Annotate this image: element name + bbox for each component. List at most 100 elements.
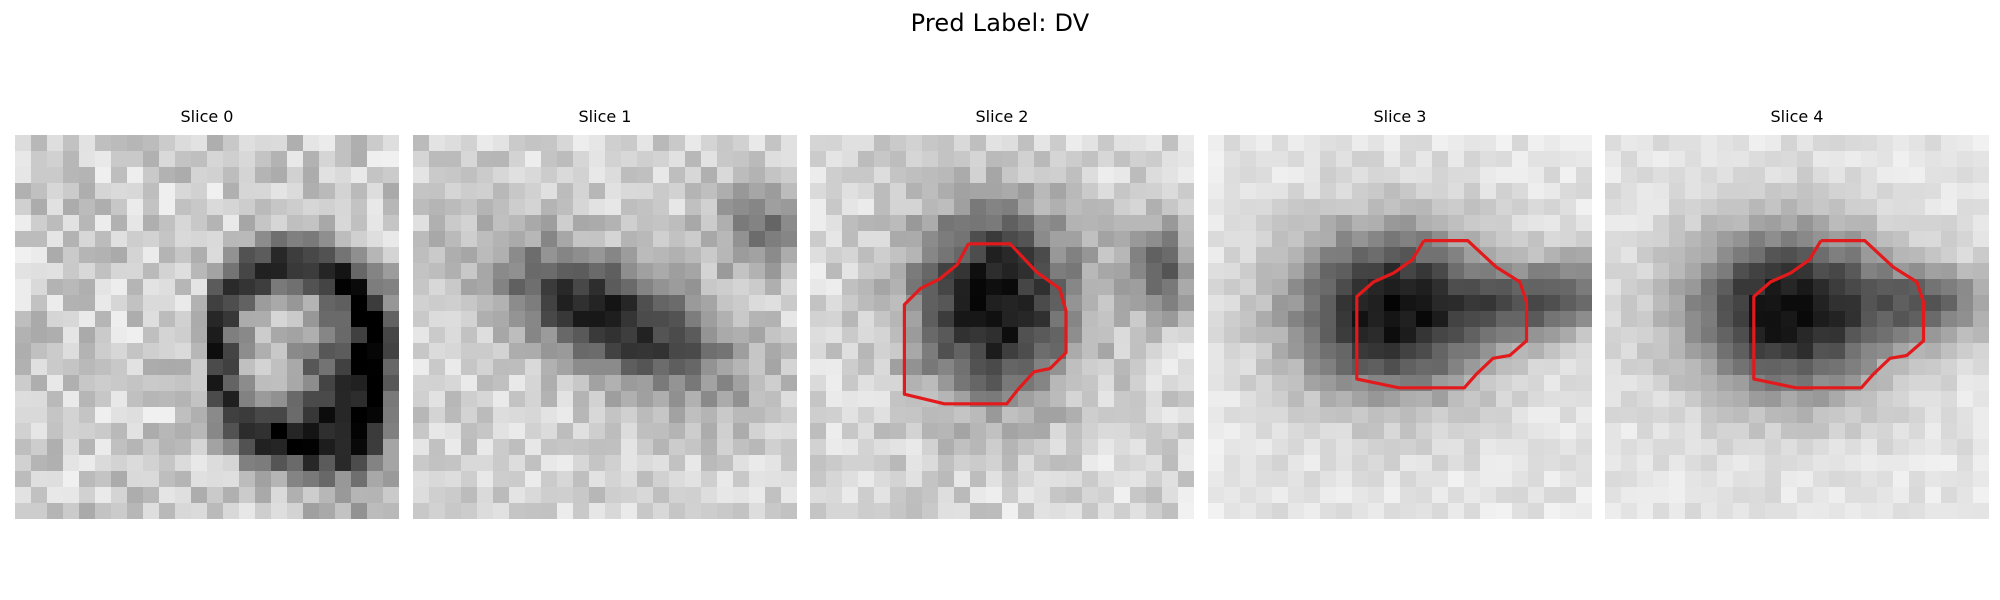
pixel [621,151,638,168]
pixel [1464,215,1481,232]
pixel [509,295,526,312]
pixel [1336,231,1353,248]
pixel [1528,279,1545,296]
pixel [653,311,670,328]
pixel [319,279,336,296]
pixel [1685,231,1702,248]
pixel [509,471,526,488]
pixel [1130,359,1147,376]
pixel [1162,439,1179,456]
pixel [874,199,891,216]
pixel [1368,199,1385,216]
pixel [223,183,240,200]
pixel [1432,199,1449,216]
pixel [159,439,176,456]
pixel [1288,151,1305,168]
pixel [1320,231,1337,248]
pixel [1701,503,1718,519]
pixel [781,407,797,424]
pixel [1653,151,1670,168]
pixel [525,343,542,360]
pixel [701,167,718,184]
pixel [1464,151,1481,168]
pixel [1829,183,1846,200]
pixel [1877,455,1894,472]
pixel [95,279,112,296]
pixel [1861,455,1878,472]
pixel [143,167,160,184]
pixel [1432,295,1449,312]
pixel [239,183,256,200]
pixel [1544,247,1561,264]
pixel [95,455,112,472]
pixel [525,263,542,280]
pixel [1432,407,1449,424]
pixel [1384,423,1401,440]
pixel [1669,407,1686,424]
pixel [1560,423,1577,440]
pixel [1701,231,1718,248]
pixel [589,247,606,264]
pixel [1669,375,1686,392]
pixel [541,279,558,296]
pixel [1877,231,1894,248]
pixel [826,183,843,200]
pixel [1448,439,1465,456]
pixel [1098,151,1115,168]
pixel [1098,199,1115,216]
pixel [1765,167,1782,184]
pixel [749,263,766,280]
pixel [842,279,859,296]
pixel [461,135,478,152]
pixel [47,471,64,488]
pixel [1669,263,1686,280]
pixel [890,407,907,424]
pixel [1621,183,1638,200]
pixel [191,359,208,376]
pixel [1813,295,1830,312]
pixel [191,503,208,519]
pixel [1877,247,1894,264]
pixel [1416,135,1433,152]
pixel [1448,455,1465,472]
pixel [653,183,670,200]
pixel [1528,215,1545,232]
pixel [445,407,462,424]
pixel [1861,311,1878,328]
pixel [1352,375,1369,392]
pixel [1416,487,1433,504]
pixel [287,183,304,200]
pixel [1669,439,1686,456]
pixel [906,423,923,440]
pixel [1637,439,1654,456]
pixel [1416,167,1433,184]
slice-panel-1: Slice 1 [413,107,797,519]
pixel [1781,295,1798,312]
pixel [557,375,574,392]
pixel [810,199,827,216]
pixel [1637,279,1654,296]
pixel [477,151,494,168]
pixel [1178,263,1194,280]
pixel [1320,455,1337,472]
pixel [810,135,827,152]
pixel [653,375,670,392]
pixel [1813,199,1830,216]
pixel [1685,151,1702,168]
pixel [207,327,224,344]
pixel [589,151,606,168]
pixel [890,311,907,328]
pixel [605,167,622,184]
pixel [1669,295,1686,312]
pixel [1130,167,1147,184]
pixel [842,215,859,232]
pixel [781,199,797,216]
pixel [1448,391,1465,408]
pixel [605,359,622,376]
pixel [319,215,336,232]
pixel [1034,151,1051,168]
pixel [493,151,510,168]
pixel [525,215,542,232]
pixel [1352,231,1369,248]
pixel [810,487,827,504]
